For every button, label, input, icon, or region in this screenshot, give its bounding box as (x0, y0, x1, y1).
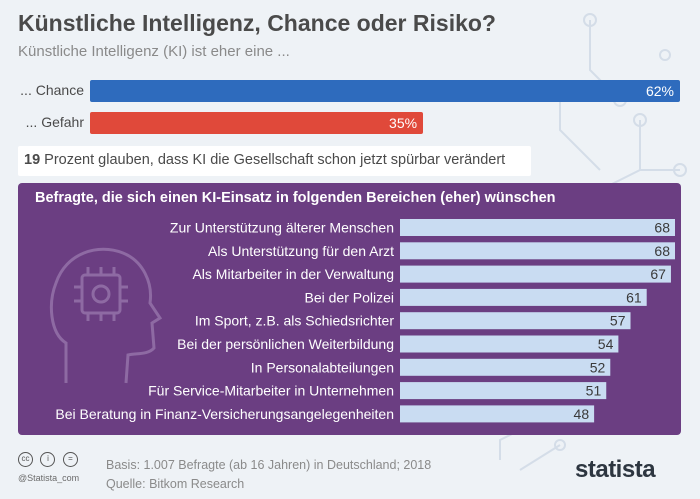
wish-bar-1 (400, 242, 675, 260)
wish-label-8: Bei Beratung in Finanz-Versicherungsange… (55, 406, 394, 422)
page-title: Künstliche Intelligenz, Chance oder Risi… (18, 10, 496, 36)
wish-label-7: Für Service-Mitarbeiter in Unternehmen (148, 383, 394, 399)
wish-value-4: 57 (610, 313, 626, 329)
bar-value-gefahr: 35% (389, 115, 418, 131)
wishes-bar-chart: Zur Unterstützung älterer Menschen 68 Als … (49, 219, 675, 423)
wish-bar-8 (400, 405, 595, 423)
bar-label-chance: ... Chance (20, 82, 84, 98)
stat-text: Prozent glauben, dass KI die Gesellschaf… (40, 152, 506, 168)
bar-value-chance: 62% (645, 83, 674, 99)
panel-title: Befragte, die sich einen KI-Einsatz in f… (35, 190, 556, 206)
wishes-panel: Befragte, die sich einen KI-Einsatz in f… (18, 183, 681, 435)
wish-label-2: Als Mitarbeiter in der Verwaltung (192, 266, 394, 282)
equals-icon: = (62, 452, 78, 467)
wish-label-1: Als Unterstützung für den Arzt (208, 243, 394, 259)
stat-box: 19 Prozent glauben, dass KI die Gesellsc… (18, 146, 531, 176)
wish-value-0: 68 (654, 220, 670, 236)
wish-bar-3 (400, 288, 647, 306)
wish-bar-5 (400, 335, 619, 353)
bar-label-gefahr: ... Gefahr (25, 114, 84, 130)
wish-label-6: In Personalabteilungen (251, 359, 394, 375)
bar-chance: 62% (90, 80, 680, 102)
social-handle: @Statista_com (18, 473, 80, 483)
wish-bar-7 (400, 382, 607, 400)
by-icon: i (40, 452, 56, 467)
wish-bar-0 (400, 219, 675, 236)
source-note: Quelle: Bitkom Research (106, 477, 245, 491)
wish-bar-6 (400, 358, 611, 376)
cc-icon: cc (18, 452, 33, 467)
wish-value-6: 52 (590, 359, 606, 375)
wish-value-2: 67 (650, 266, 666, 282)
wish-label-0: Zur Unterstützung älterer Menschen (170, 220, 394, 236)
stat-number: 19 (24, 152, 41, 168)
basis-note: Basis: 1.007 Befragte (ab 16 Jahren) in … (106, 458, 432, 472)
wish-value-5: 54 (598, 336, 614, 352)
statista-logo[interactable]: statista (575, 456, 656, 483)
wish-label-4: Im Sport, z.B. als Schiedsrichter (195, 313, 395, 329)
wish-value-8: 48 (574, 406, 590, 422)
source-notes: Basis: 1.007 Befragte (ab 16 Jahren) in … (106, 456, 431, 494)
wish-label-5: Bei der persönlichen Weiterbildung (177, 336, 394, 352)
wish-value-3: 61 (626, 289, 642, 305)
ai-head-icon (49, 247, 163, 384)
wish-value-7: 51 (586, 383, 602, 399)
wish-bar-4 (400, 312, 631, 330)
license-icons: cc i = (18, 452, 81, 470)
wish-value-1: 68 (654, 243, 670, 259)
subtitle: Künstliche Intelligenz (KI) ist eher ein… (18, 43, 290, 60)
bar-gefahr: 35% (90, 112, 424, 134)
wish-bar-2 (400, 265, 671, 283)
wish-label-3: Bei der Polizei (305, 289, 395, 305)
